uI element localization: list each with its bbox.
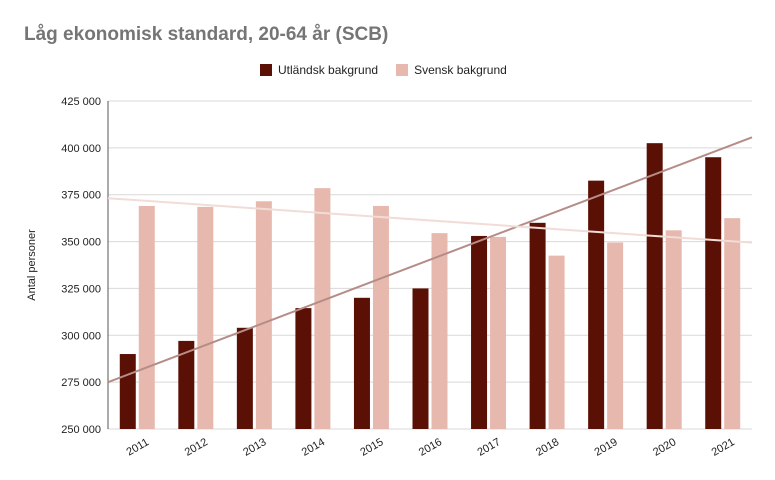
trendline-utlandsk bbox=[107, 136, 753, 384]
bar-utlandsk bbox=[353, 297, 370, 429]
y-tick-label: 425 000 bbox=[61, 96, 101, 108]
x-tick-label: 2011 bbox=[125, 436, 151, 458]
x-tick-label: 2014 bbox=[300, 436, 327, 459]
x-tick-label: 2013 bbox=[241, 436, 268, 459]
bar-svensk bbox=[548, 255, 565, 429]
bar-svensk bbox=[431, 233, 448, 429]
bar-svensk bbox=[197, 206, 214, 429]
bar-svensk bbox=[372, 205, 389, 429]
bar-svensk bbox=[665, 230, 682, 429]
bar-utlandsk bbox=[236, 327, 253, 429]
trendline-svensk bbox=[107, 197, 753, 244]
bar-svensk bbox=[724, 218, 741, 429]
legend-item-series-1: Utländsk bakgrund bbox=[260, 63, 378, 77]
x-tick-label: 2015 bbox=[358, 436, 385, 459]
legend-swatch-series-2 bbox=[396, 64, 409, 76]
legend: Utländsk bakgrund Svensk bakgrund bbox=[260, 63, 525, 77]
y-tick-label: 375 000 bbox=[61, 190, 101, 202]
bar-utlandsk bbox=[295, 308, 312, 429]
legend-label-series-1: Utländsk bakgrund bbox=[278, 63, 379, 77]
legend-swatch-series-1 bbox=[260, 64, 272, 76]
x-tick-label: 2021 bbox=[710, 436, 737, 459]
x-tick-label: 2018 bbox=[534, 436, 561, 459]
bar-svensk bbox=[138, 205, 155, 429]
y-tick-label: 300 000 bbox=[61, 330, 101, 342]
y-tick-label: 275 000 bbox=[61, 377, 101, 389]
x-tick-label: 2012 bbox=[183, 436, 210, 459]
bar-svensk bbox=[490, 236, 507, 429]
x-tick-label: 2020 bbox=[651, 436, 678, 459]
bar-utlandsk bbox=[119, 354, 136, 429]
x-tick-label: 2017 bbox=[475, 436, 502, 459]
x-tick-label: 2016 bbox=[417, 436, 444, 459]
y-tick-label: 250 000 bbox=[61, 424, 101, 436]
bar-utlandsk bbox=[471, 235, 488, 429]
legend-label-series-2: Svensk bakgrund bbox=[414, 63, 507, 77]
bar-utlandsk bbox=[646, 143, 663, 429]
legend-item-series-2: Svensk bakgrund bbox=[396, 63, 507, 77]
bar-svensk bbox=[314, 188, 331, 429]
y-tick-label: 325 000 bbox=[61, 283, 101, 295]
bar-svensk bbox=[255, 201, 272, 429]
y-tick-label: 350 000 bbox=[61, 237, 101, 249]
bar-utlandsk bbox=[178, 340, 195, 429]
y-axis-title: Antal personer bbox=[26, 229, 38, 301]
x-tick-label: 2019 bbox=[593, 436, 620, 459]
chart-title: Låg ekonomisk standard, 20-64 år (SCB) bbox=[24, 24, 389, 45]
bar-utlandsk bbox=[705, 157, 722, 429]
bar-utlandsk bbox=[588, 180, 605, 429]
bar-svensk bbox=[607, 242, 624, 429]
bar-utlandsk bbox=[412, 288, 429, 429]
y-tick-label: 400 000 bbox=[61, 143, 101, 155]
bar-utlandsk bbox=[529, 222, 546, 429]
